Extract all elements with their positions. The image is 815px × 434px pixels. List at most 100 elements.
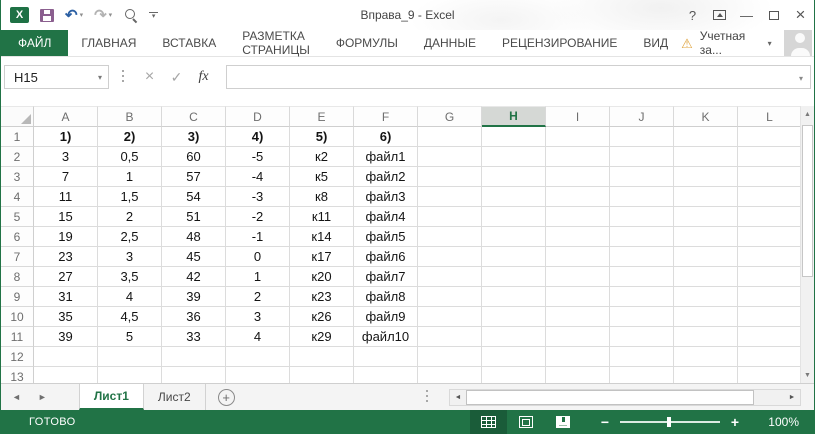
row-header-13[interactable]: 13: [1, 367, 34, 383]
cell-E3[interactable]: к5: [290, 167, 354, 187]
cell-I7[interactable]: [546, 247, 610, 267]
cell-F9[interactable]: файл8: [354, 287, 418, 307]
cell-E13[interactable]: [290, 367, 354, 383]
cell-G6[interactable]: [418, 227, 482, 247]
cell-A9[interactable]: 31: [34, 287, 98, 307]
row-header-4[interactable]: 4: [1, 187, 34, 207]
cell-L11[interactable]: [738, 327, 802, 347]
cell-A7[interactable]: 23: [34, 247, 98, 267]
zoom-slider[interactable]: [620, 417, 720, 427]
cell-K6[interactable]: [674, 227, 738, 247]
undo-caret-icon[interactable]: ▾: [79, 12, 84, 19]
cell-L4[interactable]: [738, 187, 802, 207]
cell-G3[interactable]: [418, 167, 482, 187]
cell-C9[interactable]: 39: [162, 287, 226, 307]
cell-H3[interactable]: [482, 167, 546, 187]
cell-J5[interactable]: [610, 207, 674, 227]
cell-F4[interactable]: файл3: [354, 187, 418, 207]
print-preview-button[interactable]: [123, 8, 138, 23]
cell-K5[interactable]: [674, 207, 738, 227]
column-header-F[interactable]: F: [354, 106, 418, 127]
ribbon-tab-data[interactable]: ДАННЫЕ: [423, 36, 476, 50]
cell-C5[interactable]: 51: [162, 207, 226, 227]
cell-J7[interactable]: [610, 247, 674, 267]
cell-D5[interactable]: -2: [226, 207, 290, 227]
redo-caret-icon[interactable]: ▾: [108, 12, 113, 19]
vertical-scrollbar-thumb[interactable]: [802, 125, 813, 277]
cell-A5[interactable]: 15: [34, 207, 98, 227]
column-header-E[interactable]: E: [290, 106, 354, 127]
row-header-10[interactable]: 10: [1, 307, 34, 327]
customize-qat-button[interactable]: ▾: [149, 11, 159, 20]
cell-E7[interactable]: к17: [290, 247, 354, 267]
scroll-right-icon[interactable]: ►: [788, 393, 796, 401]
cell-I5[interactable]: [546, 207, 610, 227]
cell-D1[interactable]: 4): [226, 127, 290, 147]
cell-I12[interactable]: [546, 347, 610, 367]
zoom-in-button[interactable]: +: [730, 414, 740, 430]
column-header-J[interactable]: J: [610, 106, 674, 127]
cell-C1[interactable]: 3): [162, 127, 226, 147]
minimize-button[interactable]: —: [740, 7, 753, 23]
cell-D4[interactable]: -3: [226, 187, 290, 207]
ribbon-tab-insert[interactable]: ВСТАВКА: [162, 36, 217, 50]
cell-J6[interactable]: [610, 227, 674, 247]
cell-H5[interactable]: [482, 207, 546, 227]
cell-G9[interactable]: [418, 287, 482, 307]
cell-F8[interactable]: файл7: [354, 267, 418, 287]
cancel-entry-button[interactable]: ×: [144, 68, 155, 85]
cell-B8[interactable]: 3,5: [98, 267, 162, 287]
cell-B9[interactable]: 4: [98, 287, 162, 307]
confirm-entry-button[interactable]: ✓: [170, 68, 183, 85]
cell-D8[interactable]: 1: [226, 267, 290, 287]
ribbon-display-options-button[interactable]: [706, 0, 733, 30]
scroll-up-icon[interactable]: ▲: [804, 110, 811, 118]
cell-K7[interactable]: [674, 247, 738, 267]
undo-button[interactable]: ↶ ▾: [65, 8, 83, 23]
cell-H9[interactable]: [482, 287, 546, 307]
cell-H6[interactable]: [482, 227, 546, 247]
cell-I11[interactable]: [546, 327, 610, 347]
cell-J10[interactable]: [610, 307, 674, 327]
horizontal-scrollbar[interactable]: ◄ ►: [449, 388, 801, 406]
column-header-D[interactable]: D: [226, 106, 290, 127]
cell-K1[interactable]: [674, 127, 738, 147]
cell-E9[interactable]: к23: [290, 287, 354, 307]
cell-L1[interactable]: [738, 127, 802, 147]
sheet-bar-drag-handle[interactable]: [426, 389, 428, 405]
cell-I2[interactable]: [546, 147, 610, 167]
cell-F7[interactable]: файл6: [354, 247, 418, 267]
cell-E4[interactable]: к8: [290, 187, 354, 207]
column-header-H[interactable]: H: [482, 106, 546, 127]
cell-G8[interactable]: [418, 267, 482, 287]
cell-A1[interactable]: 1): [34, 127, 98, 147]
cell-E6[interactable]: к14: [290, 227, 354, 247]
cell-I4[interactable]: [546, 187, 610, 207]
cell-E11[interactable]: к29: [290, 327, 354, 347]
ribbon-tab-file[interactable]: ФАЙЛ: [1, 30, 69, 56]
view-normal-button[interactable]: [470, 410, 507, 434]
cell-C12[interactable]: [162, 347, 226, 367]
cell-D2[interactable]: -5: [226, 147, 290, 167]
account-area[interactable]: ⚠ Учетная за... ▾: [681, 29, 814, 57]
cell-A6[interactable]: 19: [34, 227, 98, 247]
cell-H1[interactable]: [482, 127, 546, 147]
cell-L9[interactable]: [738, 287, 802, 307]
row-header-9[interactable]: 9: [1, 287, 34, 307]
cell-B11[interactable]: 5: [98, 327, 162, 347]
cell-C7[interactable]: 45: [162, 247, 226, 267]
cell-K2[interactable]: [674, 147, 738, 167]
row-header-3[interactable]: 3: [1, 167, 34, 187]
ribbon-tab-view[interactable]: ВИД: [643, 36, 669, 50]
cell-F11[interactable]: файл10: [354, 327, 418, 347]
cell-G11[interactable]: [418, 327, 482, 347]
cell-C3[interactable]: 57: [162, 167, 226, 187]
cell-L8[interactable]: [738, 267, 802, 287]
cell-J2[interactable]: [610, 147, 674, 167]
ribbon-tab-home[interactable]: ГЛАВНАЯ: [81, 36, 137, 50]
cell-L5[interactable]: [738, 207, 802, 227]
cell-F2[interactable]: файл1: [354, 147, 418, 167]
cell-I9[interactable]: [546, 287, 610, 307]
cell-I6[interactable]: [546, 227, 610, 247]
cell-A3[interactable]: 7: [34, 167, 98, 187]
